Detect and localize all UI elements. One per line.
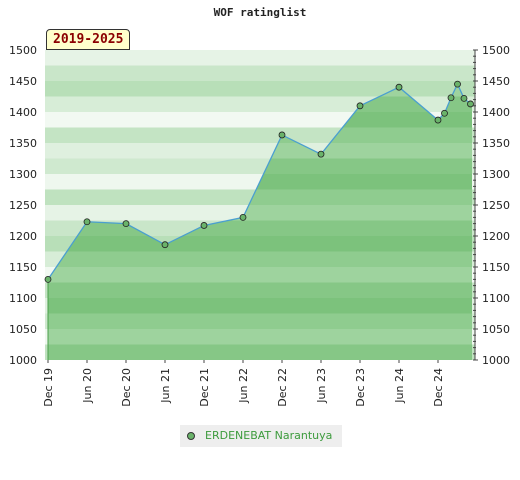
y-tick-label-right: 1050 [482,323,510,336]
x-tick-label: Dec 22 [276,368,289,407]
background-band [45,65,475,81]
legend-label: ERDENEBAT Narantuya [205,429,333,442]
y-tick-label-right: 1400 [482,106,510,119]
y-tick-label-right: 1500 [482,44,510,57]
y-tick-label-left: 1250 [9,199,37,212]
x-tick-label: Jun 22 [237,368,250,404]
y-tick-label-left: 1100 [9,292,37,305]
x-tick-label: Dec 19 [42,368,55,407]
y-tick-label-left: 1150 [9,261,37,274]
data-point [239,213,247,221]
x-tick-label: Dec 20 [120,368,133,407]
y-tick-label-right: 1450 [482,75,510,88]
background-band [45,50,475,66]
x-tick-label: Dec 21 [198,368,211,407]
area-band [48,329,472,345]
y-tick-label-left: 1450 [9,75,37,88]
y-tick-label-left: 1350 [9,137,37,150]
data-point [44,275,52,283]
y-tick-label-left: 1500 [9,44,37,57]
series-line [47,82,471,280]
y-tick-label-right: 1200 [482,230,510,243]
x-tick-label: Jun 23 [315,368,328,404]
data-point [441,109,448,117]
area-band [48,282,472,298]
y-tick-label-left: 1000 [9,354,37,367]
x-tick-label: Jun 24 [393,368,406,404]
area-band [48,344,472,360]
x-tick-label: Dec 24 [432,368,445,407]
chart-title: WOF ratinglist [213,6,307,19]
data-point [278,131,286,139]
data-point [460,94,468,102]
data-point [161,241,169,249]
data-point [317,150,325,158]
background-band [45,81,475,97]
data-point [83,218,91,226]
data-point [356,102,364,110]
y-tick-label-left: 1400 [9,106,37,119]
y-tick-label-right: 1150 [482,261,510,274]
data-point [395,83,403,91]
data-point [122,220,130,228]
area-band [48,313,472,329]
data-point [447,94,455,102]
x-tick-label: Dec 23 [354,368,367,407]
area-band [48,251,472,267]
area-band [48,267,472,283]
y-tick-label-left: 1050 [9,323,37,336]
data-point [434,116,442,124]
y-tick-label-left: 1200 [9,230,37,243]
data-point [454,80,461,88]
period-badge: 2019-2025 [46,29,131,50]
y-tick-label-right: 1000 [482,354,510,367]
y-tick-label-right: 1350 [482,137,510,150]
x-tick-label: Jun 20 [81,368,94,404]
y-tick-label-right: 1250 [482,199,510,212]
data-point [200,222,208,229]
area-band [48,298,472,314]
data-point [467,100,474,108]
y-tick-label-left: 1300 [9,168,37,181]
y-tick-label-right: 1100 [482,292,510,305]
legend-marker-icon [187,432,195,440]
area-band [48,236,472,252]
legend[interactable]: ERDENEBAT Narantuya [180,425,342,447]
y-tick-label-right: 1300 [482,168,510,181]
x-tick-label: Jun 21 [159,368,172,404]
